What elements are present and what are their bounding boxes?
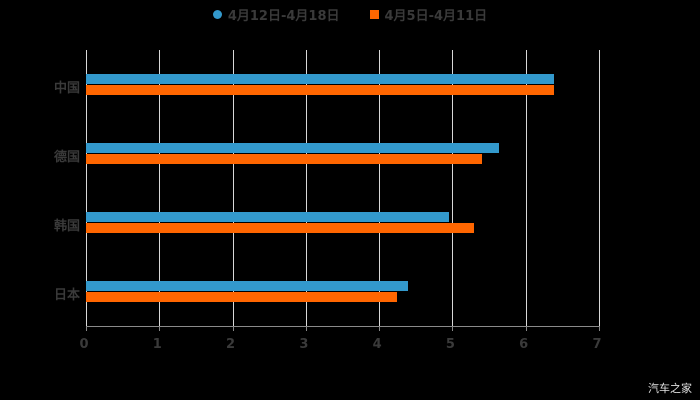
- gridline: [232, 50, 234, 326]
- bar[interactable]: [86, 292, 398, 302]
- gridline: [599, 50, 600, 326]
- x-tick: [86, 326, 87, 331]
- bar[interactable]: [86, 74, 555, 84]
- legend-label: 4月5日-4月11日: [384, 9, 488, 24]
- legend-circle-icon: [212, 10, 222, 19]
- category-label: 日本: [53, 288, 80, 303]
- x-tick: [525, 326, 527, 331]
- x-tick: [232, 326, 234, 331]
- legend-item-series-1[interactable]: 4月12日-4月18日: [212, 5, 340, 24]
- x-tick-label: 1: [152, 337, 162, 352]
- x-tick-label: 2: [226, 337, 236, 352]
- x-tick: [305, 326, 307, 331]
- legend-label: 4月12日-4月18日: [227, 9, 340, 24]
- gridline: [379, 50, 381, 326]
- legend-square-icon: [369, 10, 379, 19]
- legend: 4月12日-4月18日 4月5日-4月11日: [0, 5, 700, 24]
- bar[interactable]: [86, 281, 408, 291]
- y-axis-line: [86, 50, 87, 326]
- gridline: [452, 50, 454, 326]
- gridline: [525, 50, 527, 326]
- x-tick-label: 7: [592, 337, 602, 352]
- bar[interactable]: [86, 85, 554, 95]
- gridline: [305, 50, 307, 326]
- x-tick-label: 5: [445, 337, 455, 352]
- x-axis-line: [86, 326, 599, 327]
- gridline: [159, 50, 161, 326]
- x-tick: [599, 326, 600, 331]
- x-tick: [452, 326, 454, 331]
- bar[interactable]: [86, 154, 482, 164]
- category-label: 中国: [53, 81, 80, 96]
- x-tick: [379, 326, 381, 331]
- x-tick-label: 6: [519, 337, 529, 352]
- bar[interactable]: [86, 143, 499, 153]
- bar[interactable]: [86, 223, 475, 233]
- bar[interactable]: [86, 212, 450, 222]
- x-tick-label: 3: [299, 337, 309, 352]
- legend-item-series-2[interactable]: 4月5日-4月11日: [369, 5, 488, 24]
- x-tick-label: 0: [79, 337, 89, 352]
- category-label: 韩国: [53, 219, 80, 234]
- x-tick: [159, 326, 161, 331]
- category-label: 德国: [53, 150, 80, 165]
- watermark: 汽车之家: [648, 382, 692, 395]
- x-tick-label: 4: [372, 337, 382, 352]
